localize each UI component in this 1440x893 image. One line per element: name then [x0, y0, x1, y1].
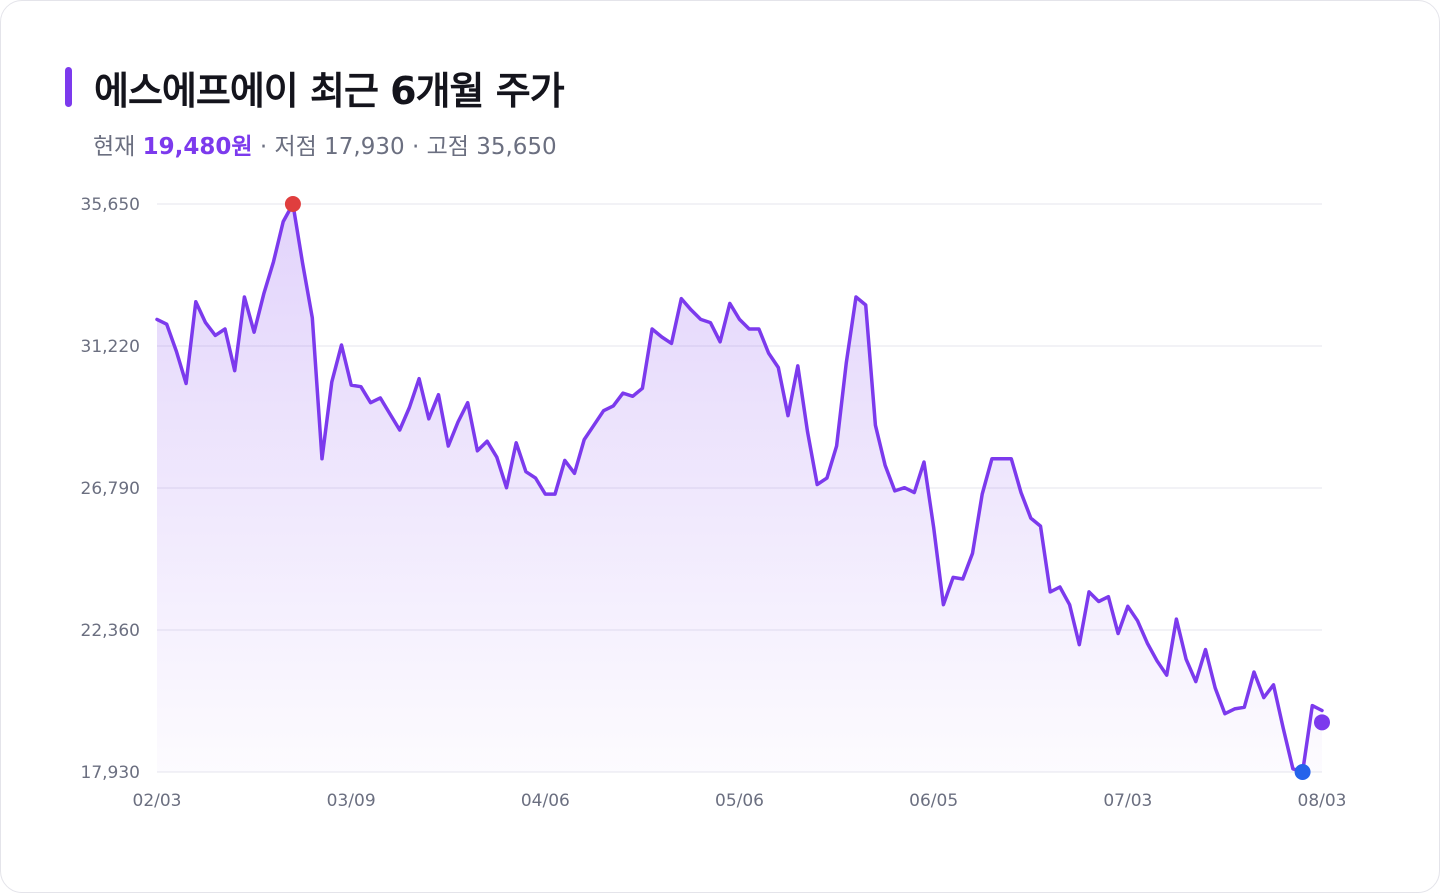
title-accent-bar [65, 67, 72, 107]
price-summary: 현재 19,480원 · 저점 17,930 · 고점 35,650 [93, 127, 557, 161]
high-label: 고점 [426, 134, 469, 160]
price-line [155, 202, 1324, 774]
y-tick-label: 22,360 [81, 621, 140, 641]
current-point [1314, 714, 1330, 731]
low-price: 17,930 [324, 134, 405, 160]
x-tick-label: 06/05 [909, 791, 958, 811]
y-tick-label: 17,930 [81, 763, 140, 783]
x-tick-label: 08/03 [1298, 791, 1347, 811]
y-tick-label: 31,220 [81, 337, 140, 357]
current-label: 현재 [93, 134, 136, 160]
separator: · [411, 134, 420, 160]
y-tick-label: 35,650 [81, 195, 140, 215]
separator: · [259, 134, 268, 160]
high-point [284, 196, 301, 212]
current-price: 19,480원 [142, 134, 253, 160]
x-tick-label: 05/06 [715, 791, 764, 811]
x-tick-label: 07/03 [1103, 791, 1152, 811]
title-row: 에스에프에이 최근 6개월 주가 [65, 63, 565, 113]
x-tick-label: 02/03 [133, 791, 182, 811]
x-tick-label: 03/09 [327, 791, 376, 811]
x-tick-label: 04/06 [521, 791, 570, 811]
low-label: 저점 [274, 134, 317, 160]
y-tick-label: 26,790 [81, 479, 140, 499]
low-point [1294, 764, 1311, 780]
high-price: 35,650 [476, 134, 557, 160]
price-area [157, 204, 1322, 772]
page-title: 에스에프에이 최근 6개월 주가 [94, 68, 565, 113]
